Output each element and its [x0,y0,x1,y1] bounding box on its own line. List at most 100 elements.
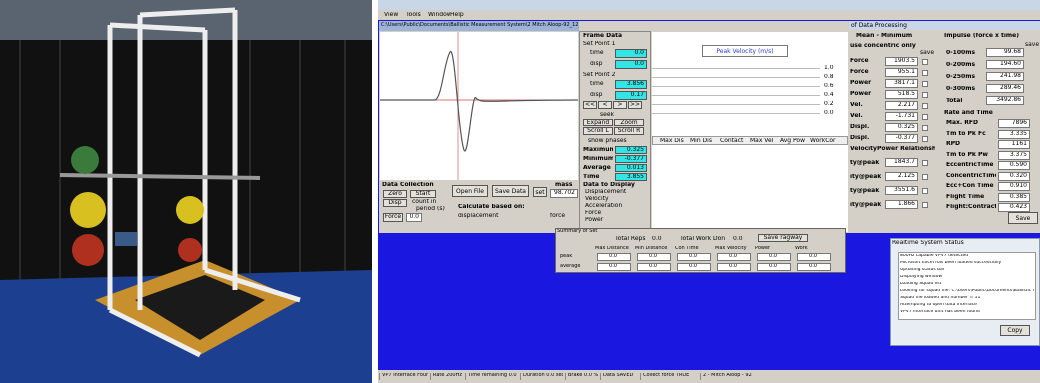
table-body [652,145,848,232]
page: (() => { const data = JSON.parse(documen… [0,0,1040,383]
waveform [380,32,578,180]
menu-item[interactable]: Tools [406,12,428,19]
radio-label[interactable]: Power [585,217,645,224]
button[interactable]: Save ragway [758,234,808,242]
stat-label: Maximum [583,147,613,154]
row-label: 0-250ms [946,74,984,81]
button[interactable]: Disp [383,199,407,207]
row-value: -0.377 [885,134,918,143]
section-title: VelocityPower Relationships [850,146,935,153]
menu-item[interactable]: View [384,12,406,19]
radio-label[interactable]: Set Point 2 [583,72,643,79]
menu-item[interactable]: Window [428,12,450,19]
stat-value: 0.325 [615,146,647,154]
status-segment: Collect force TRUE [640,373,698,380]
radio-label[interactable]: Force [585,210,645,217]
row-value: 3551.6 [885,186,918,195]
checkbox-label[interactable]: displacement [458,213,518,220]
field-value: 0.17 [615,91,647,100]
grid-line [652,104,820,105]
checkbox[interactable] [922,136,928,142]
button[interactable]: Open File [452,185,488,197]
label: Total Reps [615,236,650,242]
copy-button[interactable]: Copy [1000,325,1030,336]
nav-button[interactable]: < [598,101,612,109]
checkbox[interactable] [922,188,928,194]
checkbox-label[interactable]: force [550,213,578,220]
status-segment: Data SAVED [600,373,638,380]
checkbox[interactable] [922,202,928,208]
expand-button[interactable]: Expand [583,119,613,126]
checkbox-label[interactable]: show phases [588,138,643,145]
field-label: time [590,81,612,88]
row-label: ty@peak [850,188,884,195]
row-label: ity@peak [850,202,884,209]
table-header: Contact [720,138,750,145]
radio-label[interactable]: Velocity [585,196,645,203]
grid-line [652,77,820,78]
window-title: of Data Processing [849,21,1040,30]
checkbox[interactable] [922,125,928,131]
column-header: Max Distance [595,246,635,252]
row-label: Total [946,98,984,105]
scroll-button[interactable]: Scroll L [583,127,613,135]
checkbox[interactable] [922,103,928,109]
log-line: Updating status bar [900,268,1034,274]
button[interactable]: Save Data [492,185,529,197]
y-tick-label: 0.8 [824,74,844,81]
section-title: Impulse (force x time) [944,33,1034,40]
row-value: 3.375 [998,151,1030,160]
row-label: peak [560,254,590,260]
cell: 0.0 [717,253,751,261]
radio-label[interactable]: Displacement [585,189,645,196]
row-label: Power [850,80,884,87]
checkbox[interactable] [922,59,928,65]
save-button[interactable]: Save [1008,212,1038,224]
row-value: 289.46 [986,84,1024,93]
menu-item[interactable]: Help [450,12,472,19]
checkbox[interactable] [922,92,928,98]
field-value: 3.856 [615,80,647,89]
row-value: 241.98 [986,72,1024,81]
row-value: 0.320 [998,172,1030,181]
checkbox[interactable] [922,70,928,76]
row-value: 0.590 [998,161,1030,170]
checkbox[interactable] [922,81,928,87]
row-label: Displ. [850,124,884,131]
checkbox[interactable] [922,160,928,166]
checkbox[interactable] [922,114,928,120]
checkbox[interactable] [922,174,928,180]
checkbox-label[interactable]: count in [412,199,447,206]
grid-line [652,95,820,96]
nav-button[interactable]: << [583,101,597,109]
window-title: Realtime System Status [892,240,992,247]
button[interactable]: set [533,187,547,197]
row-value: 2.217 [885,101,918,110]
cell: 0.0 [757,253,791,261]
row-label: Ecc+Con Time [946,183,996,190]
y-tick-label: 0.4 [824,92,844,99]
row-value: 2.125 [885,172,918,181]
row-label: Flight:Contract [946,204,996,211]
button[interactable]: Start [410,190,436,198]
button[interactable]: Zero [383,190,407,198]
nav-button[interactable]: >> [628,101,642,109]
scroll-button[interactable]: Scroll R [614,127,644,135]
cell: 0.0 [797,253,831,261]
button[interactable]: Force [383,213,403,222]
label: Calculate based on: [458,204,538,211]
row-value: 0.385 [998,193,1030,202]
row-value: 0.325 [885,123,918,132]
radio-label[interactable]: Acceleration [585,203,645,210]
field-label: disp [590,61,612,68]
label: period (s) [416,206,451,213]
log-line: Displaying window [900,275,1034,281]
field-value: 0.0 [615,49,647,58]
row-value: 1161 [998,140,1030,149]
nav-button[interactable]: > [613,101,627,109]
column-header: Power [755,246,795,252]
row-label: 0-200ms [946,62,984,69]
cell: 0.0 [717,263,751,271]
radio-label[interactable]: Set Point 1 [583,41,643,48]
zoom-button[interactable]: Zoom [614,119,644,126]
